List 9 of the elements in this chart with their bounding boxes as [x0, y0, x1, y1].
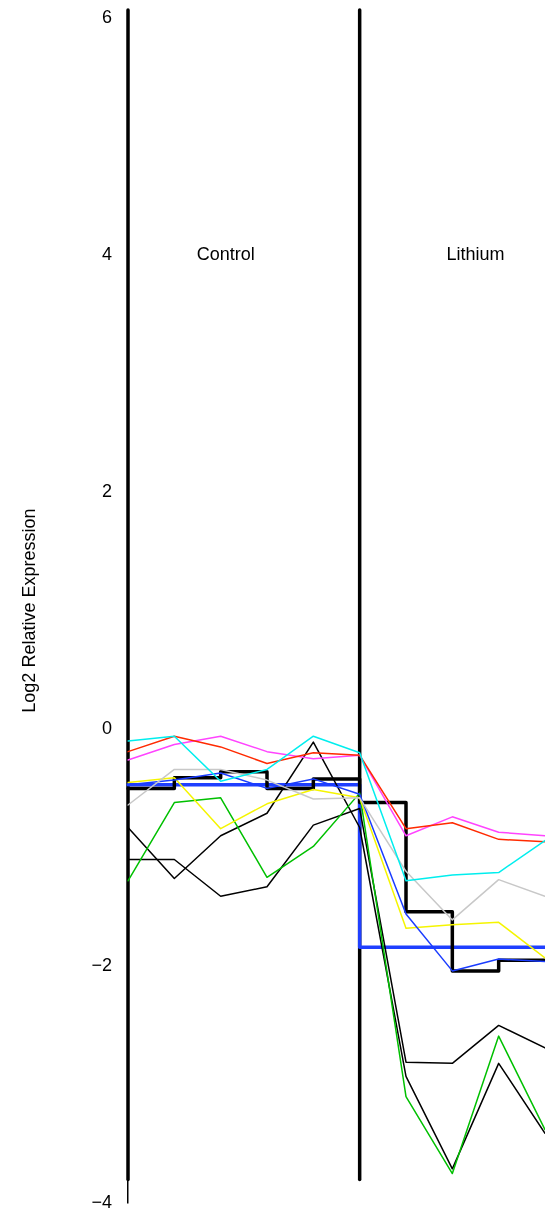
y-axis-title: Log2 Relative Expression	[18, 508, 39, 713]
y-tick-label: −4	[91, 1192, 112, 1213]
annotation: Control	[196, 244, 255, 265]
y-tick-label: −2	[91, 955, 112, 976]
y-tick-label: 2	[101, 481, 112, 502]
y-tick-label: 4	[101, 244, 112, 265]
y-tick-label: 6	[101, 6, 112, 27]
y-tick-label: 0	[101, 718, 112, 739]
annotation: Lithium	[446, 244, 505, 265]
